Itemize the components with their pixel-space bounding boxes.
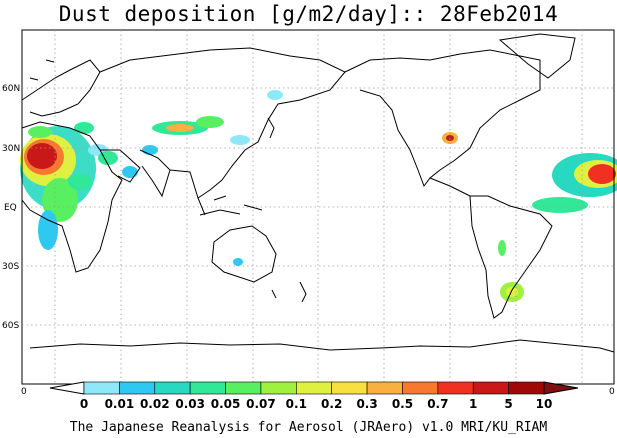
map-title: Dust deposition [g/m2/day]:: 28Feb2014: [58, 2, 559, 26]
colorbar-label: 10: [536, 397, 553, 411]
colorbar-label: 0.02: [140, 397, 170, 411]
footer-credit: The Japanese Reanalysis for Aerosol (JRA…: [69, 420, 548, 435]
colorbar-segment: [402, 381, 439, 395]
colorbar-label: 0.7: [427, 397, 448, 411]
latitude-labels: 60N 30N EQ 30S 60S: [2, 84, 20, 331]
colorbar-segment: [119, 381, 156, 395]
lat-label-30s: 30S: [2, 262, 19, 272]
lat-label-30n: 30N: [2, 144, 20, 154]
colorbar-segment: [260, 381, 297, 395]
coastlines: [21, 33, 615, 353]
lat-label-eq: EQ: [4, 203, 17, 213]
colorbar-label: 0.03: [175, 397, 205, 411]
axis-zero-right: 0: [609, 387, 615, 397]
colorbar-segment: [225, 381, 262, 395]
colorbar-segment: [83, 381, 120, 395]
colorbar-segment: [154, 381, 191, 395]
colorbar-label: 0.1: [286, 397, 307, 411]
colorbar-label: 0.05: [211, 397, 241, 411]
colorbar-segment: [437, 381, 474, 395]
lat-label-60s: 60S: [2, 321, 19, 331]
colorbar-segment: [472, 381, 509, 395]
colorbar-label: 0.2: [321, 397, 342, 411]
colorbar-segment: [543, 381, 579, 395]
colorbar-label: 0.07: [246, 397, 276, 411]
dust-shading: [20, 90, 617, 302]
colorbar-segment: [366, 381, 403, 395]
colorbar-segment: [296, 381, 332, 395]
colorbar-segment: [331, 381, 368, 395]
colorbar-segment: [189, 381, 226, 395]
axis-zero-left: 0: [21, 387, 27, 397]
lat-label-60n: 60N: [2, 84, 20, 94]
colorbar-segment: [508, 381, 545, 395]
colorbar-label: 0: [80, 397, 88, 411]
colorbar-label: 0.5: [392, 397, 413, 411]
colorbar-label: 5: [504, 397, 512, 411]
colorbar-label: 0.01: [105, 397, 135, 411]
colorbar-label: 1: [469, 397, 477, 411]
colorbar: 0 0.01 0.02 0.03 0.05 0.07 0.1 0.2 0.3 0.5 0.7 1 5 10: [49, 381, 579, 411]
colorbar-label: 0.3: [356, 397, 377, 411]
